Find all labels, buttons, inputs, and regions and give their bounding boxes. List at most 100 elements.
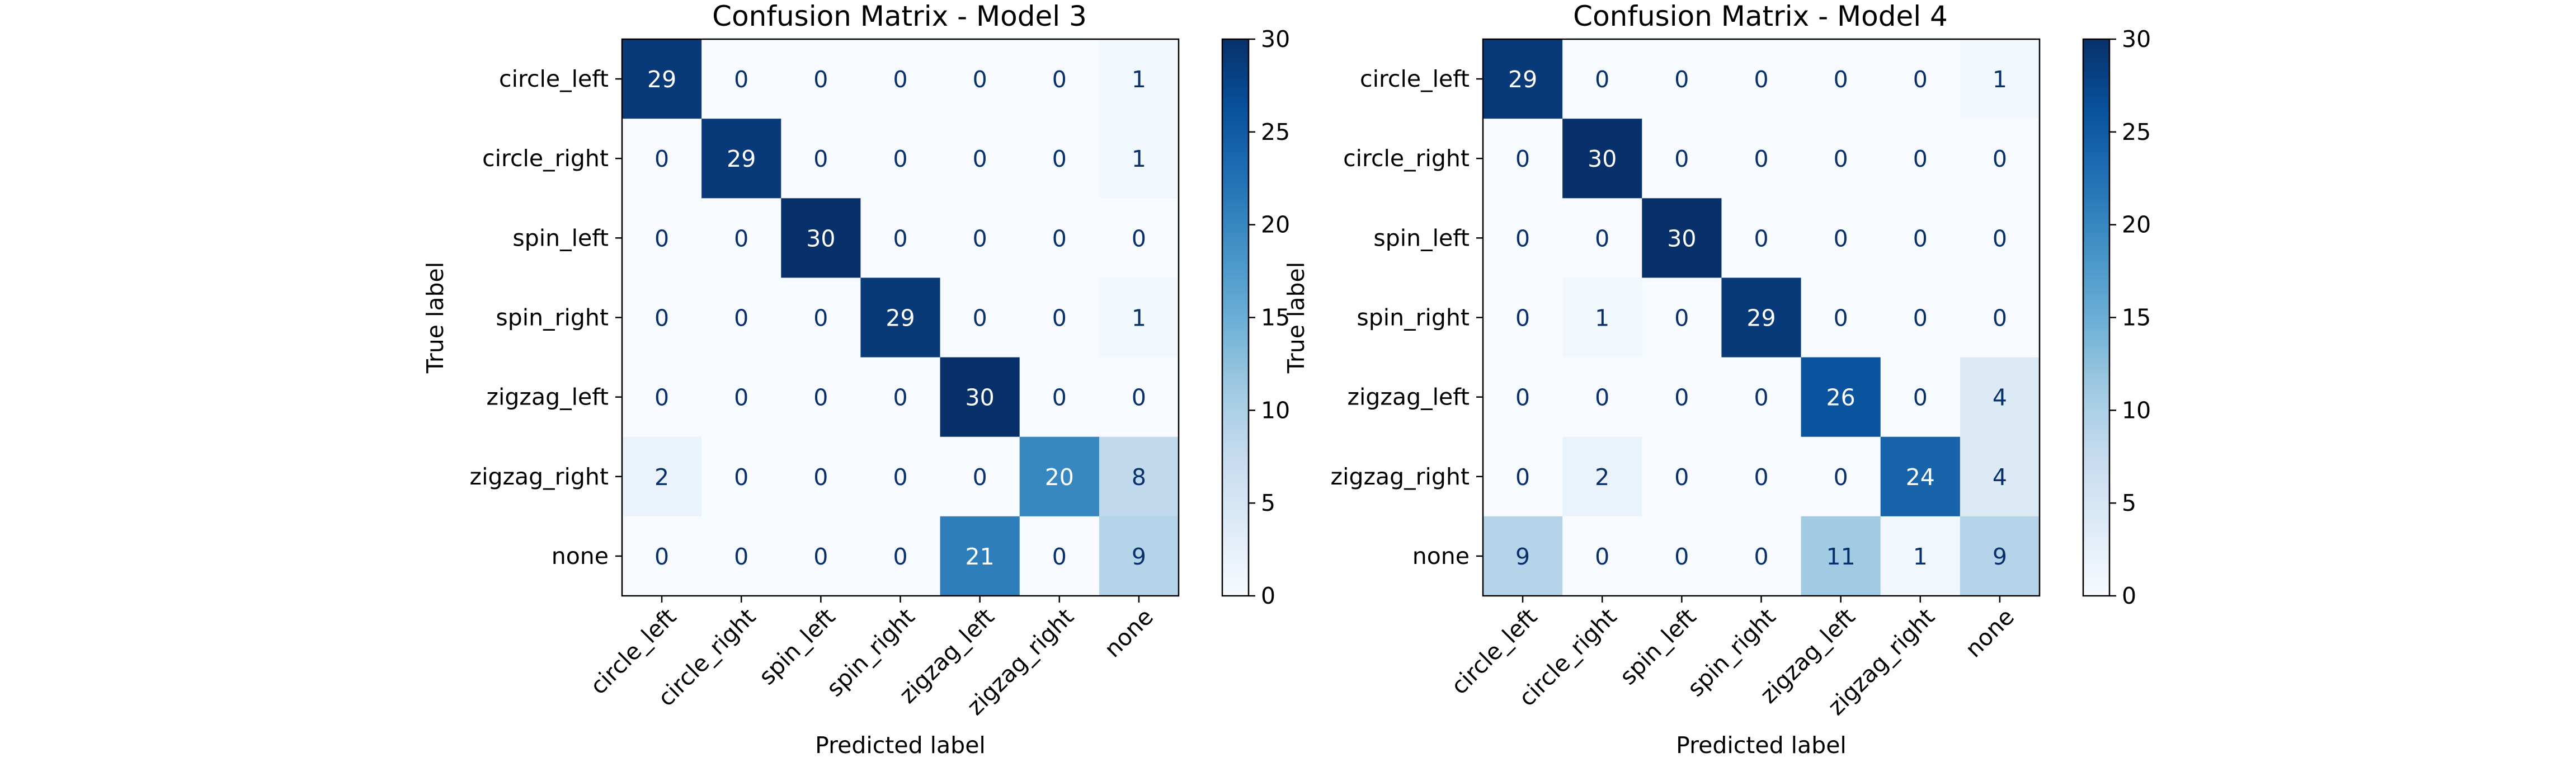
cell-value-label: 0 xyxy=(1515,145,1530,172)
cell-value-label: 26 xyxy=(1826,384,1856,411)
matrix-cell xyxy=(701,436,781,517)
y-tick-label-circle-right: circle_right xyxy=(482,145,609,172)
matrix-cell xyxy=(1642,277,1722,358)
matrix-cell xyxy=(1483,436,1563,517)
cell-value-label: 1 xyxy=(1132,145,1146,172)
matrix-cell xyxy=(1960,198,2040,279)
cell-value-label: 0 xyxy=(893,145,907,172)
matrix-cell xyxy=(1960,277,2040,358)
cell-value-label: 0 xyxy=(1754,543,1768,570)
matrix-cell xyxy=(1801,277,1881,358)
cell-value-label: 0 xyxy=(1515,384,1530,411)
matrix-cell xyxy=(1099,436,1179,517)
matrix-cell xyxy=(1642,436,1722,517)
cell-value-label: 0 xyxy=(813,384,828,411)
cell-value-label: 0 xyxy=(1674,66,1689,93)
cell-value-label: 0 xyxy=(973,305,987,332)
cell-value-label: 0 xyxy=(893,66,907,93)
matrix-cell xyxy=(1801,357,1881,438)
matrix-cell xyxy=(1960,357,2040,438)
matrix-cell xyxy=(1801,516,1881,596)
cell-value-label: 0 xyxy=(1834,145,1848,172)
matrix-cell xyxy=(701,39,781,119)
cell-value-label: 0 xyxy=(973,464,987,491)
cell-value-label: 0 xyxy=(813,66,828,93)
matrix-cell xyxy=(1642,39,1722,119)
matrix-cell xyxy=(1562,277,1642,358)
cell-value-label: 0 xyxy=(1515,305,1530,332)
y-tick-label-spin-right: spin_right xyxy=(1357,304,1470,331)
colorbar-tick-label: 5 xyxy=(2122,490,2136,516)
colorbar-tick-label: 0 xyxy=(2122,582,2136,609)
matrix-cell xyxy=(701,357,781,438)
cell-value-label: 0 xyxy=(734,225,748,252)
matrix-cell xyxy=(1019,357,1100,438)
cell-value-label: 20 xyxy=(1045,464,1074,491)
matrix-cell xyxy=(860,198,941,279)
cell-value-label: 2 xyxy=(1595,464,1609,491)
cell-value-label: 0 xyxy=(1674,305,1689,332)
matrix-cell xyxy=(1721,436,1802,517)
cell-value-label: 0 xyxy=(1754,66,1768,93)
matrix-cell xyxy=(1721,357,1802,438)
matrix-cell xyxy=(781,39,861,119)
cell-value-label: 0 xyxy=(1674,543,1689,570)
cell-value-label: 0 xyxy=(973,145,987,172)
cell-value-label: 4 xyxy=(1993,464,2007,491)
matrix-cell xyxy=(1880,516,1961,596)
cell-value-label: 0 xyxy=(1595,384,1609,411)
matrix-cell xyxy=(860,119,941,199)
cell-value-label: 0 xyxy=(1052,543,1067,570)
cell-value-label: 9 xyxy=(1515,543,1530,570)
colorbar-tick-label: 30 xyxy=(2122,26,2151,53)
matrix-cell xyxy=(1099,357,1179,438)
cell-value-label: 29 xyxy=(1508,66,1537,93)
y-tick-label-none: none xyxy=(1412,543,1470,570)
y-tick-label-spin-right: spin_right xyxy=(496,304,609,331)
matrix-cell xyxy=(622,277,702,358)
colorbar-tick-label: 30 xyxy=(1261,26,1290,53)
cell-value-label: 0 xyxy=(1052,66,1067,93)
matrix-cell xyxy=(622,119,702,199)
matrix-cell xyxy=(781,436,861,517)
cell-value-label: 0 xyxy=(1754,145,1768,172)
cell-value-label: 0 xyxy=(1595,543,1609,570)
cell-value-label: 0 xyxy=(1515,464,1530,491)
matrix-cell xyxy=(1642,516,1722,596)
cell-value-label: 0 xyxy=(813,305,828,332)
cell-value-label: 0 xyxy=(654,145,669,172)
matrix-cell xyxy=(781,516,861,596)
matrix-cell xyxy=(940,436,1020,517)
cell-value-label: 0 xyxy=(813,464,828,491)
matrix-cell xyxy=(1880,119,1961,199)
cell-value-label: 0 xyxy=(1515,225,1530,252)
y-tick-label-none: none xyxy=(552,543,609,570)
cell-value-label: 0 xyxy=(1913,384,1928,411)
cell-value-label: 0 xyxy=(1834,66,1848,93)
matrix-cell xyxy=(1721,516,1802,596)
cell-value-label: 0 xyxy=(1595,225,1609,252)
cell-value-label: 1 xyxy=(1913,543,1928,570)
cell-value-label: 30 xyxy=(806,225,835,252)
matrix-cell xyxy=(701,198,781,279)
matrix-cell xyxy=(1880,39,1961,119)
cell-value-label: 0 xyxy=(973,225,987,252)
colorbar-tick-label: 5 xyxy=(1261,490,1275,516)
cell-value-label: 0 xyxy=(1754,225,1768,252)
cell-value-label: 0 xyxy=(1052,145,1067,172)
cell-value-label: 30 xyxy=(966,384,995,411)
colorbar-tick-label: 20 xyxy=(2122,211,2151,238)
matrix-cell xyxy=(940,277,1020,358)
matrix-cell xyxy=(1960,119,2040,199)
y-axis-label: True label xyxy=(422,262,449,374)
matrix-cell xyxy=(940,516,1020,596)
matrix-cell xyxy=(860,357,941,438)
cell-value-label: 0 xyxy=(1052,305,1067,332)
matrix-cell xyxy=(1099,516,1179,596)
y-tick-label-circle-left: circle_left xyxy=(499,65,609,92)
matrix-cell xyxy=(1019,39,1100,119)
cell-value-label: 9 xyxy=(1993,543,2007,570)
matrix-cell xyxy=(1562,119,1642,199)
matrix-cell xyxy=(1880,357,1961,438)
